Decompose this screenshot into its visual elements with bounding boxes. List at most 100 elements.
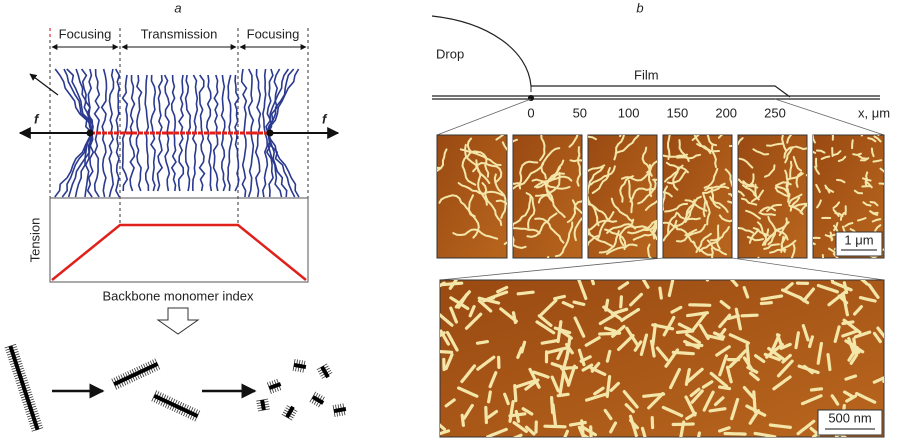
feature bbox=[651, 323, 675, 331]
bristle bbox=[151, 390, 158, 402]
feature bbox=[440, 329, 450, 346]
feature bbox=[457, 386, 479, 398]
feature bbox=[561, 348, 571, 372]
feature bbox=[718, 214, 732, 223]
side-chain bbox=[191, 132, 197, 192]
afm-images: 1 μm 500 nm bbox=[436, 134, 885, 438]
side-chain bbox=[150, 132, 156, 192]
feature bbox=[618, 218, 635, 247]
feature bbox=[815, 149, 826, 154]
feature bbox=[766, 203, 783, 212]
side-chain bbox=[184, 74, 192, 134]
feature bbox=[537, 314, 553, 327]
feature bbox=[535, 320, 556, 335]
feature bbox=[495, 135, 505, 141]
feature bbox=[632, 222, 657, 241]
feature bbox=[873, 135, 882, 143]
feature bbox=[852, 152, 862, 157]
feature bbox=[738, 157, 754, 169]
feature bbox=[488, 371, 498, 389]
feature bbox=[710, 143, 717, 169]
feature bbox=[558, 371, 565, 395]
side-chain bbox=[163, 74, 171, 134]
feature bbox=[813, 236, 821, 240]
afm-features bbox=[437, 135, 507, 245]
feature bbox=[718, 354, 728, 377]
bottlebrush bbox=[309, 391, 325, 408]
side-chain bbox=[170, 74, 177, 134]
axis-label: Backbone monomer index bbox=[102, 288, 254, 303]
feature bbox=[772, 375, 792, 391]
feature bbox=[867, 283, 880, 299]
feature bbox=[858, 155, 868, 160]
feature bbox=[676, 228, 696, 245]
drop-profile bbox=[431, 15, 791, 98]
bottlebrush bbox=[316, 363, 333, 379]
feature bbox=[487, 390, 492, 404]
feature bbox=[787, 172, 804, 181]
feature bbox=[624, 403, 635, 414]
side-chain bbox=[178, 74, 184, 134]
side-chain bbox=[247, 132, 255, 198]
feature bbox=[801, 324, 810, 342]
feature bbox=[445, 330, 459, 352]
feature bbox=[604, 298, 610, 312]
side-chain bbox=[86, 132, 95, 198]
side-chain bbox=[267, 132, 296, 198]
feature bbox=[832, 252, 839, 258]
feature bbox=[706, 239, 728, 256]
feature bbox=[666, 169, 688, 185]
side-chain bbox=[100, 68, 108, 134]
side-chain bbox=[121, 74, 129, 134]
feature bbox=[878, 182, 884, 186]
side-chain bbox=[213, 74, 219, 134]
feature bbox=[691, 312, 708, 332]
feature bbox=[525, 192, 536, 229]
feature bbox=[754, 354, 766, 363]
feature bbox=[882, 379, 884, 383]
feature bbox=[573, 316, 586, 338]
feature bbox=[788, 193, 803, 205]
bottlebrush bbox=[332, 403, 347, 418]
feature bbox=[843, 390, 855, 399]
brush-core bbox=[293, 362, 307, 370]
feature bbox=[758, 211, 776, 216]
feature bbox=[589, 165, 616, 186]
feature bbox=[809, 387, 824, 392]
feature bbox=[833, 224, 839, 234]
feature bbox=[833, 222, 839, 232]
brush-core bbox=[285, 405, 295, 419]
feature bbox=[708, 407, 727, 413]
feature bbox=[664, 348, 680, 368]
feature bbox=[665, 161, 689, 174]
feature bbox=[679, 420, 686, 437]
feature bbox=[553, 326, 572, 335]
feature bbox=[590, 280, 595, 286]
side-chain bbox=[87, 68, 94, 134]
side-chain bbox=[220, 133, 227, 192]
tension-profile bbox=[51, 223, 307, 281]
feature bbox=[617, 281, 630, 290]
feature bbox=[779, 342, 792, 350]
chain-arrow bbox=[29, 73, 59, 96]
bottlebrush bbox=[266, 378, 282, 394]
feature bbox=[598, 314, 615, 326]
feature bbox=[468, 305, 476, 318]
feature bbox=[588, 166, 604, 195]
feature bbox=[725, 365, 733, 384]
feature bbox=[692, 240, 713, 256]
feature bbox=[576, 146, 582, 187]
feature bbox=[466, 137, 502, 166]
feature bbox=[684, 223, 707, 237]
feature bbox=[706, 334, 725, 341]
feature bbox=[830, 394, 840, 406]
tick-label: 250 bbox=[764, 105, 786, 120]
feature bbox=[611, 324, 626, 338]
feature bbox=[639, 333, 649, 356]
bristle bbox=[316, 363, 328, 371]
feature bbox=[566, 200, 582, 224]
feature bbox=[539, 135, 546, 162]
feature bbox=[842, 281, 849, 295]
feature bbox=[795, 171, 803, 188]
